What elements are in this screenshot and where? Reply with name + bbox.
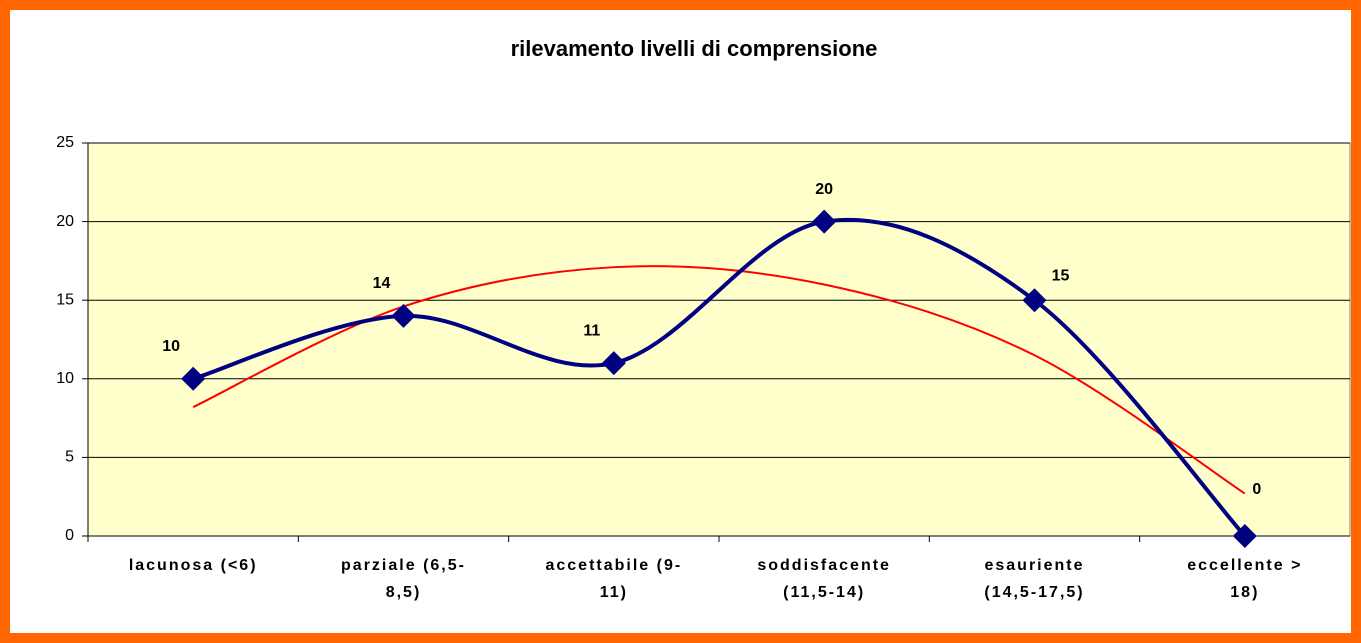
data-label: 11 [583, 322, 600, 339]
marker [181, 366, 206, 391]
marker [1022, 288, 1047, 313]
x-tick-label: soddisfacente [757, 557, 891, 574]
data-label: 15 [1052, 267, 1070, 284]
x-tick-label: parziale (6,5- [341, 557, 466, 574]
chart-title: rilevamento livelli di comprensione [511, 36, 878, 61]
x-tick-label: 11) [600, 584, 628, 601]
x-tick-label: lacunosa (<6) [129, 557, 258, 574]
y-tick-label: 10 [56, 370, 74, 387]
marker [391, 303, 416, 328]
marker [1232, 524, 1257, 548]
plot-area [87, 142, 1351, 537]
data-label: 14 [373, 275, 391, 292]
y-tick-label: 15 [56, 291, 74, 308]
x-tick-label: (14,5-17,5) [984, 584, 1084, 601]
y-tick-label: 0 [65, 527, 74, 544]
data-label: 20 [815, 181, 833, 198]
y-tick-label: 20 [56, 213, 74, 230]
x-tick-label: eccellente > [1187, 557, 1302, 574]
marker [601, 351, 626, 376]
x-tick-label: esauriente [984, 557, 1084, 574]
y-tick-label: 25 [56, 134, 74, 151]
data-label: 0 [1252, 481, 1261, 498]
x-tick-label: 18) [1230, 584, 1259, 601]
x-tick-label: accettabile (9- [545, 557, 682, 574]
x-tick-label: 8,5) [386, 584, 422, 601]
y-tick-label: 5 [65, 449, 74, 466]
data-label: 10 [162, 338, 180, 355]
x-tick-label: (11,5-14) [783, 584, 865, 601]
marker [812, 209, 837, 234]
